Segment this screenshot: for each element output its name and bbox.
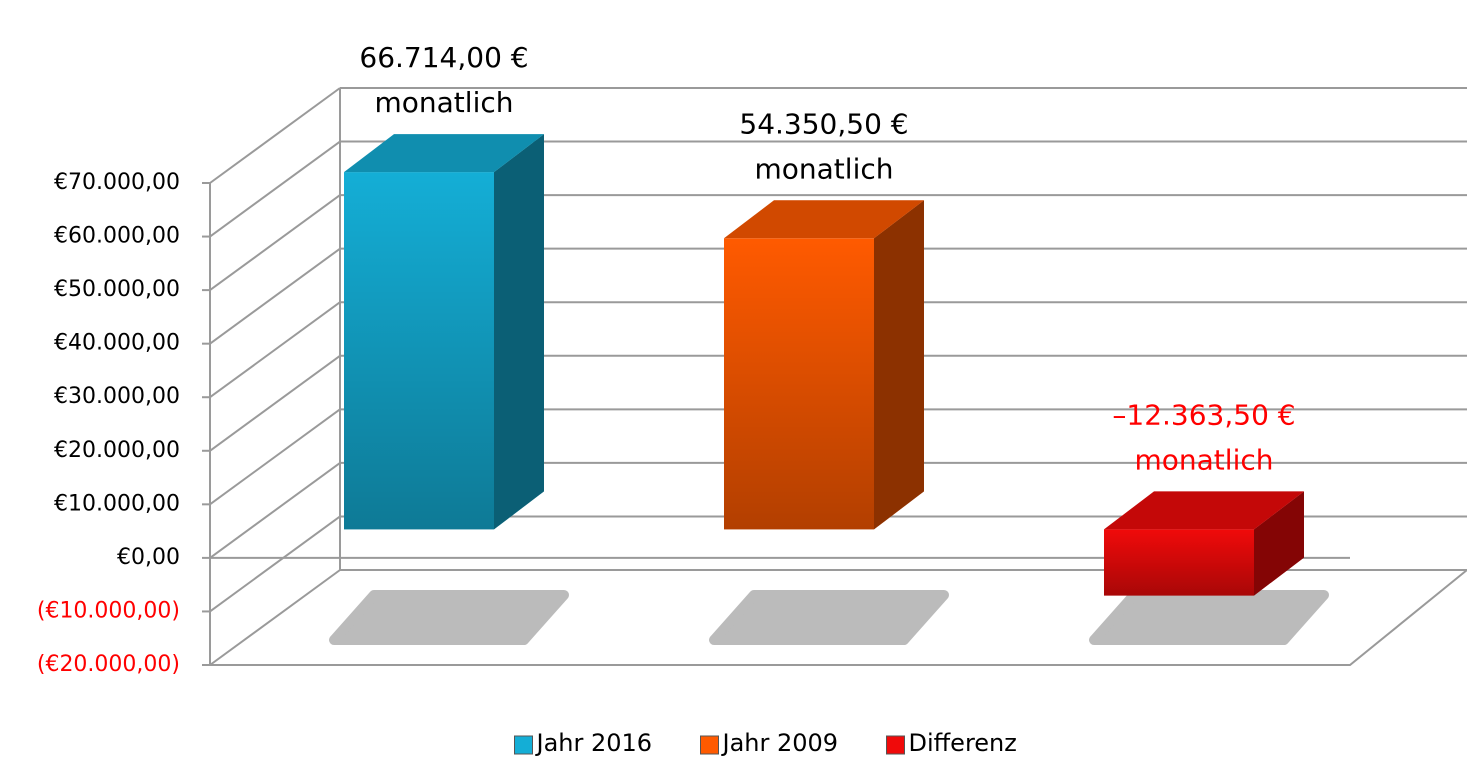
bar-top-shade bbox=[344, 134, 544, 173]
bar-shadow bbox=[709, 590, 949, 645]
legend-label: Jahr 2009 bbox=[721, 729, 839, 757]
legend-label: Differenz bbox=[909, 729, 1017, 757]
bar-side bbox=[874, 200, 924, 530]
grid-line bbox=[209, 515, 341, 613]
bar bbox=[724, 200, 924, 530]
data-label-note: monatlich bbox=[1135, 443, 1274, 476]
legend-swatch bbox=[886, 735, 905, 755]
bar-side-shade bbox=[1254, 491, 1304, 596]
y-tick-label: €20.000,00 bbox=[54, 438, 180, 463]
bar bbox=[1104, 491, 1304, 596]
bar-top-shade bbox=[724, 200, 924, 239]
y-tick-label: €70.000,00 bbox=[54, 170, 180, 195]
grid-line bbox=[209, 569, 341, 666]
grid-line bbox=[209, 140, 341, 238]
y-tick-label: €30.000,00 bbox=[54, 384, 180, 409]
bar-side-shade bbox=[874, 200, 924, 530]
y-tick-label: (€10.000,00) bbox=[37, 598, 180, 623]
grid-line bbox=[209, 408, 341, 506]
bar-side bbox=[494, 134, 544, 530]
data-label-note: monatlich bbox=[375, 86, 514, 119]
grid-line bbox=[209, 301, 341, 399]
bar-front-shade bbox=[344, 172, 494, 530]
bar bbox=[344, 134, 544, 530]
legend-swatch bbox=[700, 735, 719, 755]
y-tick-label: €50.000,00 bbox=[54, 277, 180, 302]
bar-front-shade bbox=[1104, 529, 1254, 596]
bar-top bbox=[1104, 491, 1304, 530]
grid-line bbox=[209, 462, 341, 559]
bar-top-shade bbox=[1104, 491, 1304, 530]
y-tick-label: (€20.000,00) bbox=[37, 652, 180, 677]
y-tick-label: €0,00 bbox=[117, 545, 180, 570]
bar-shadow bbox=[1089, 590, 1329, 645]
legend-swatch bbox=[514, 735, 533, 755]
bar-top bbox=[344, 134, 544, 173]
bar-side-shade bbox=[494, 134, 544, 530]
y-tick-label: €10.000,00 bbox=[54, 491, 180, 516]
legend-label: Jahr 2016 bbox=[535, 729, 653, 757]
bar-shadow bbox=[329, 590, 569, 645]
y-tick-label: €60.000,00 bbox=[54, 224, 180, 249]
grid-line bbox=[209, 354, 341, 452]
bar-front-shade bbox=[724, 238, 874, 530]
bar-top bbox=[724, 200, 924, 239]
bar-side bbox=[1254, 491, 1304, 596]
grid-line bbox=[209, 194, 341, 291]
y-tick-label: €40.000,00 bbox=[54, 331, 180, 356]
data-label: 54.350,50 € bbox=[739, 107, 908, 140]
data-label: –12.363,50 € bbox=[1112, 398, 1295, 431]
data-label: 66.714,00 € bbox=[359, 41, 528, 74]
grid-line bbox=[209, 87, 341, 184]
data-label-note: monatlich bbox=[755, 152, 894, 185]
grid-line bbox=[209, 247, 341, 345]
